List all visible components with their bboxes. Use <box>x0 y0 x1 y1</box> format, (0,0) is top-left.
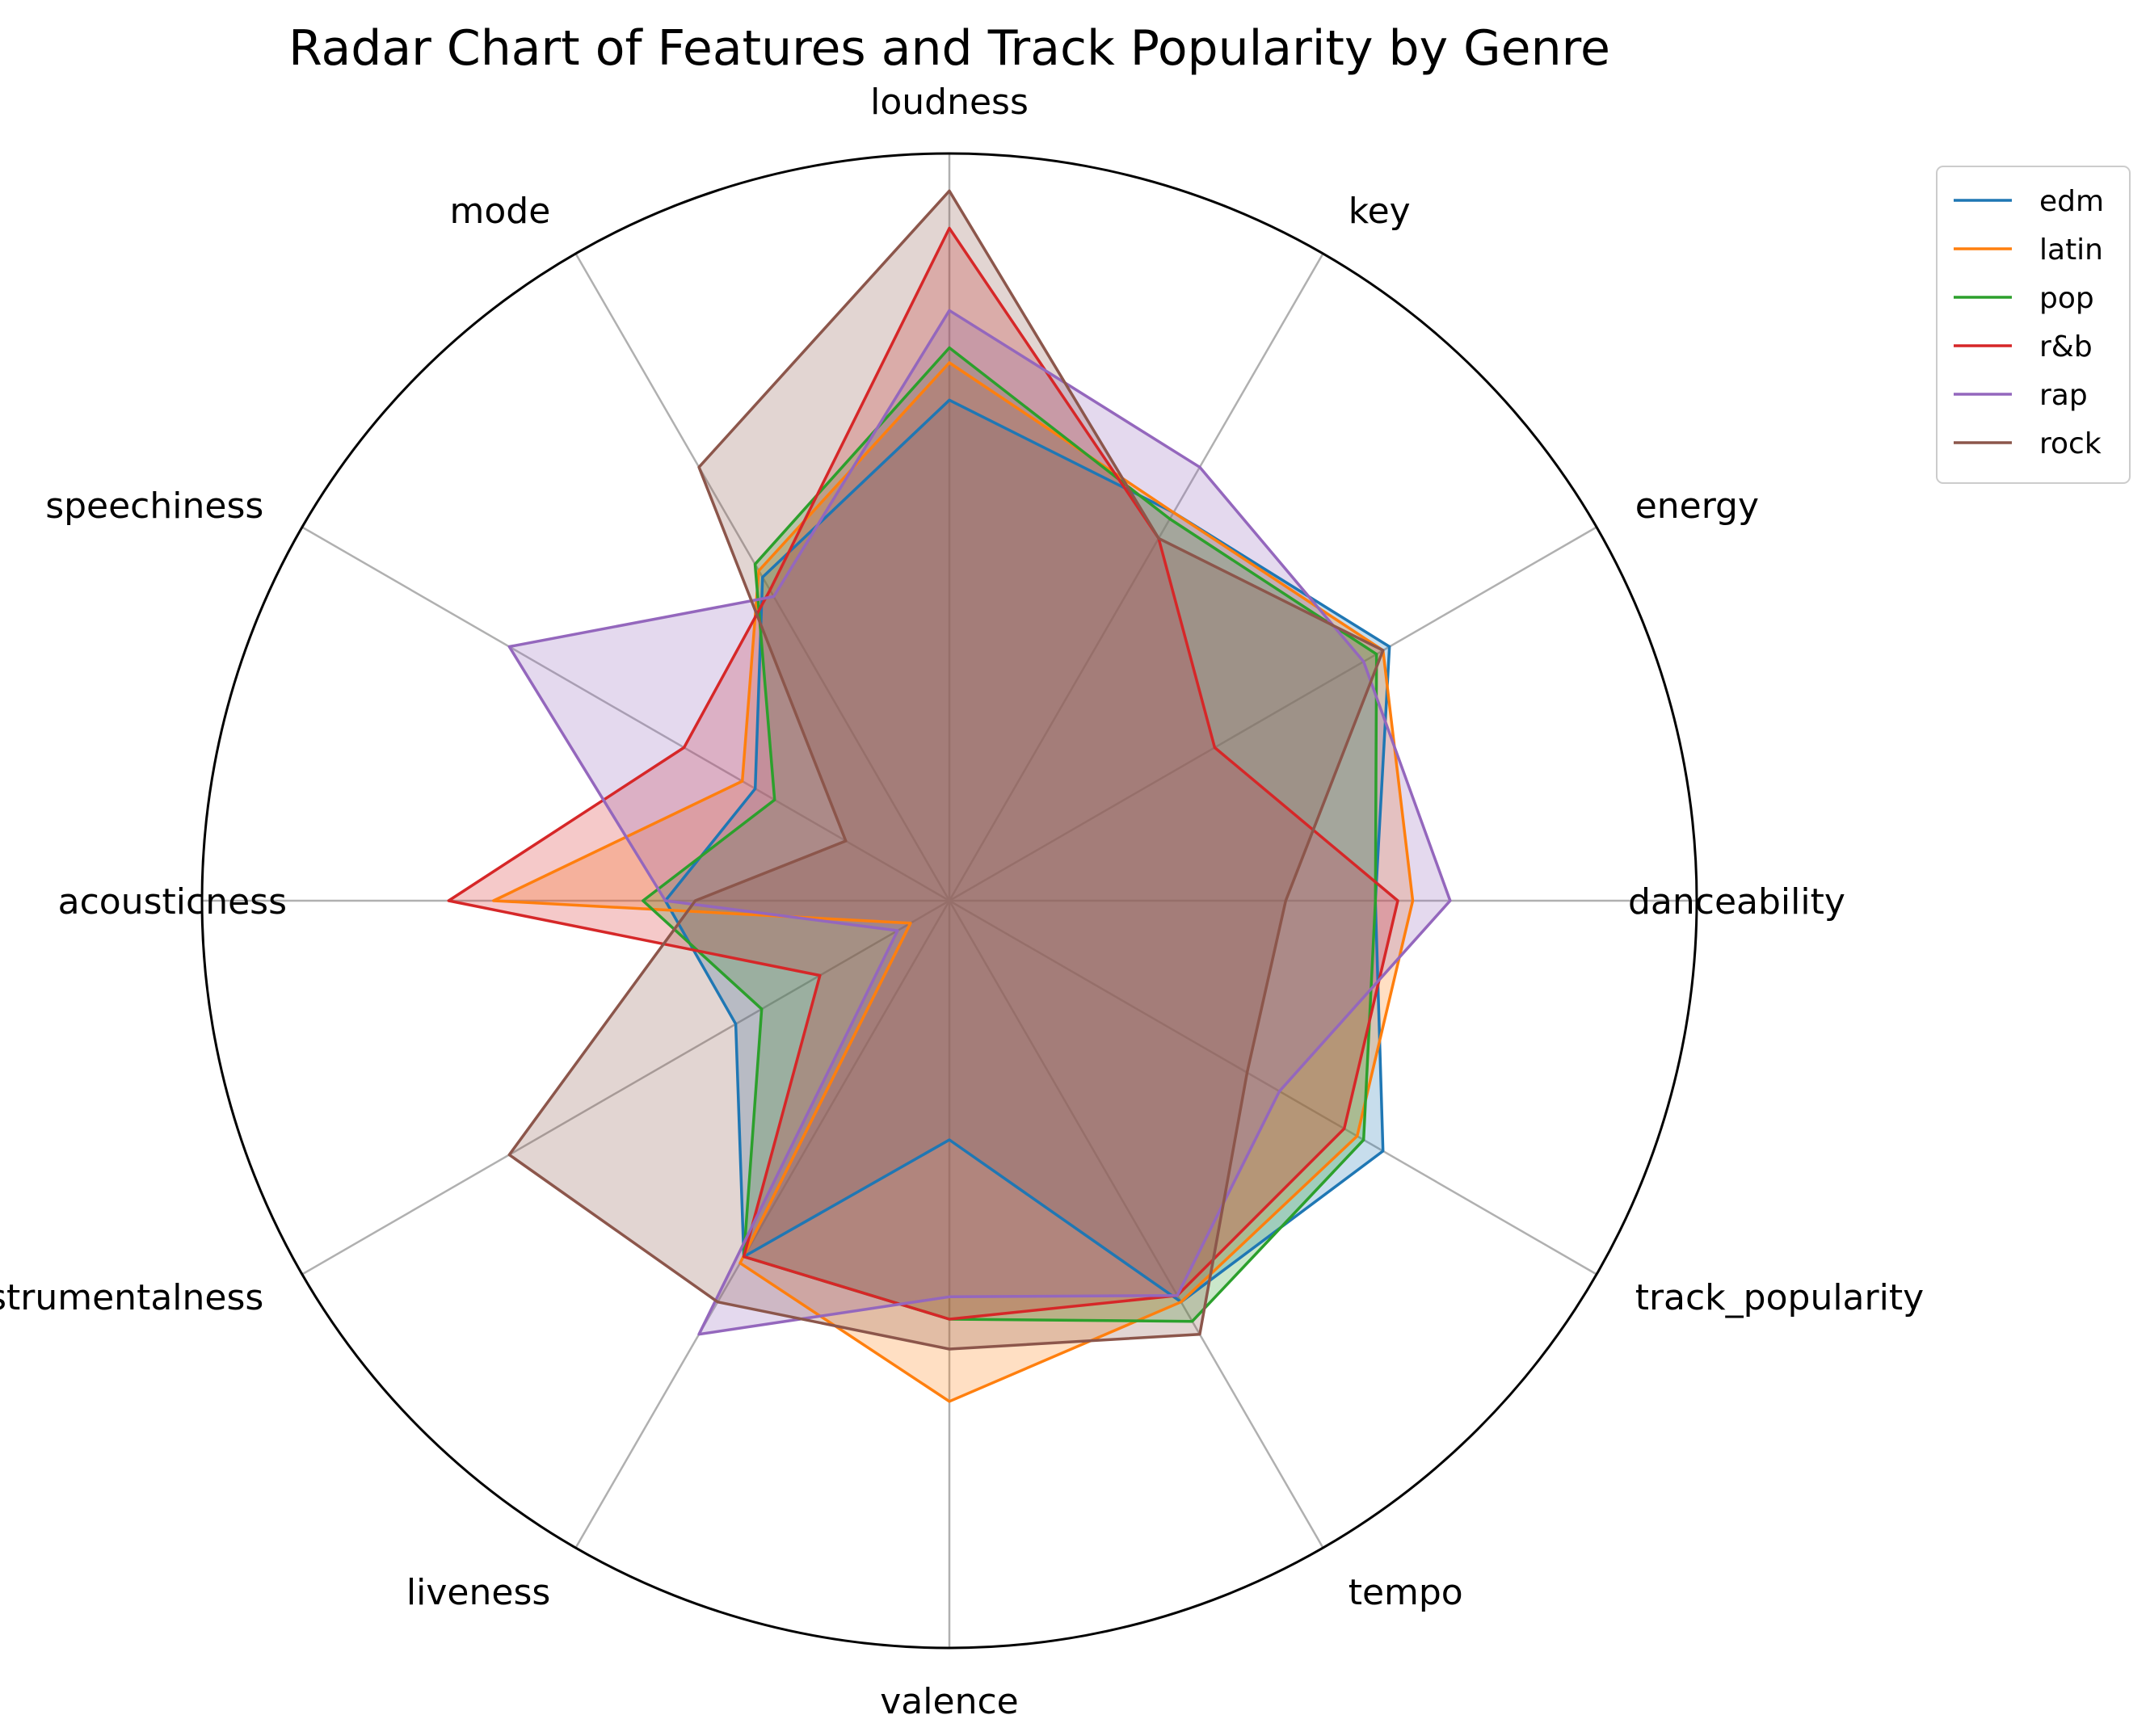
axis-label-loudness: loudness <box>870 82 1029 123</box>
spoke-energy <box>949 526 1597 902</box>
chart-title: Radar Chart of Features and Track Popula… <box>288 20 1610 77</box>
axis-label-mode: mode <box>450 191 551 232</box>
legend-label-rb: r&b <box>2039 330 2093 364</box>
axis-label-liveness: liveness <box>406 1572 550 1613</box>
series-fill-rock <box>509 191 1383 1349</box>
axis-label-speechiness: speechiness <box>45 485 263 527</box>
legend-label-edm: edm <box>2039 185 2104 218</box>
series-line-rap <box>507 309 1452 1336</box>
series-fill-rb <box>448 228 1398 1319</box>
spoke-speechiness <box>301 526 950 902</box>
axis-label-instrumentalness: instrumentalness <box>0 1277 263 1318</box>
legend-frame <box>1936 166 2131 484</box>
axis-label-valence: valence <box>880 1681 1018 1722</box>
axis-label-key: key <box>1348 191 1411 232</box>
series-line-rock <box>507 189 1385 1351</box>
legend-label-rock: rock <box>2039 427 2102 460</box>
spoke-instrumentalness <box>301 899 950 1276</box>
series-fills <box>448 191 1450 1402</box>
spoke-track_popularity <box>949 899 1597 1276</box>
axis-label-track_popularity: track_popularity <box>1635 1277 1924 1318</box>
axis-label-tempo: tempo <box>1348 1572 1463 1613</box>
legend-label-latin: latin <box>2039 233 2103 267</box>
legend-label-pop: pop <box>2039 282 2094 315</box>
axis-labels: danceability energy key loudness mode speechi… <box>0 82 1924 1722</box>
legend-label-rap: rap <box>2039 379 2088 412</box>
series-fill-edm <box>665 400 1390 1302</box>
outer-ring <box>200 152 1698 1650</box>
series-fill-latin <box>493 363 1413 1402</box>
series-lines <box>447 189 1452 1403</box>
legend: edm latin pop r&b rap rock <box>1936 166 2131 484</box>
axis-label-acousticness: acousticness <box>58 881 287 923</box>
spoke-key <box>948 253 1324 902</box>
axis-label-danceability: danceability <box>1628 881 1845 923</box>
series-line-pop <box>642 346 1378 1323</box>
series-line-latin <box>492 361 1415 1403</box>
axis-label-energy: energy <box>1635 485 1759 527</box>
spoke-liveness <box>574 900 951 1549</box>
spoke-tempo <box>948 900 1324 1549</box>
